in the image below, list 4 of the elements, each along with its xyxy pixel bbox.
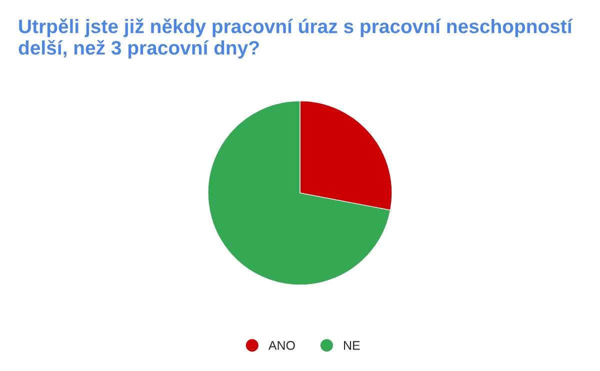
legend-label: NE bbox=[344, 341, 360, 350]
chart-title: Utrpěli jste již někdy pracovní úraz s pracovní neschopností delší, než 3 pracovní dny? bbox=[18, 18, 573, 59]
legend-label: ANO bbox=[268, 341, 295, 350]
pie-slice bbox=[208, 100, 391, 286]
